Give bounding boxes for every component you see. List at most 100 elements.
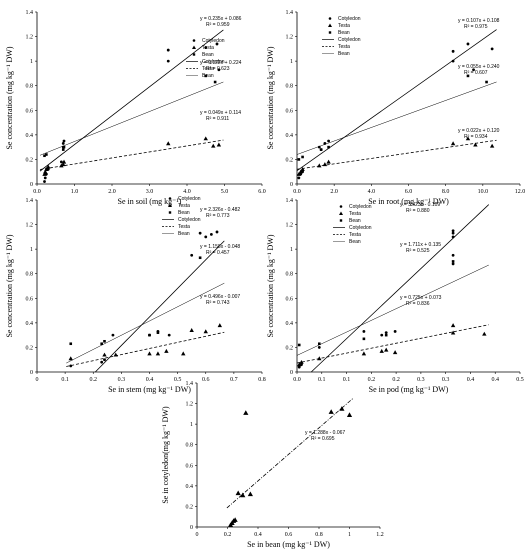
fit-r2: R² = 0.525 <box>406 248 430 254</box>
x-tick-label: 0.8 <box>315 532 323 538</box>
legend-label: Cotyledon <box>202 38 225 44</box>
fit-r2: R² = 0.911 <box>206 116 229 122</box>
point-cotyledon <box>166 48 170 52</box>
y-axis-label: Se concentration (mg kg⁻¹ DW) <box>266 46 275 149</box>
point-testa <box>203 329 208 334</box>
y-tick-label: 0.8 <box>286 272 294 278</box>
chart-bean: 0 0.2 0.4 0.6 0.8 1 1.2 1.4 0 0.2 0.4 0.6 0.8 1 1.2 Se … <box>161 381 384 549</box>
y-tick-label: 1 <box>190 422 193 428</box>
point-testa <box>300 167 305 172</box>
point-testa <box>43 169 48 174</box>
point-testa <box>450 330 456 335</box>
point-cotyledon <box>167 333 171 337</box>
y-tick-label: 1 <box>290 247 293 253</box>
point-testa <box>299 359 304 364</box>
point-bean <box>100 342 103 346</box>
y-tick-label: 0.4 <box>26 321 34 327</box>
y-tick-label: 1.2 <box>286 223 294 229</box>
y-tick-label: 0 <box>30 370 33 376</box>
point-cotyledon <box>204 235 208 239</box>
point-testa <box>102 352 107 357</box>
point-bean <box>485 80 488 84</box>
point-bean <box>346 412 353 417</box>
legend-marker <box>328 31 332 34</box>
y-tick-label: 0.6 <box>286 296 294 302</box>
legend-marker <box>339 219 343 222</box>
point-bean <box>384 333 388 337</box>
fit-r2: R² = 0.934 <box>464 134 488 140</box>
point-cotyledon <box>69 364 73 368</box>
point-bean <box>318 342 321 346</box>
chart-soil: 0 0.2 0.4 0.6 0.8 1 1.2 1.4 0.0 1.0 2.0 3.0 4.0 5.0 6.… <box>5 10 266 206</box>
point-bean <box>247 491 253 497</box>
x-tick-label: 10.0 <box>478 189 489 195</box>
point-cotyledon <box>103 358 106 362</box>
legend-label: Bean <box>349 239 361 245</box>
fit-line-bean <box>296 81 497 155</box>
point-testa <box>61 162 66 167</box>
point-testa <box>68 356 73 361</box>
point-cotyledon <box>451 229 455 233</box>
point-cotyledon <box>451 59 455 63</box>
fit-line-testa <box>296 324 489 364</box>
point-testa <box>216 142 222 147</box>
point-bean <box>103 339 106 343</box>
x-tick-label: 0.4 <box>254 532 262 538</box>
y-tick-label: 0 <box>30 182 33 188</box>
legend-marker <box>339 211 343 215</box>
point-bean <box>327 145 330 149</box>
point-cotyledon <box>451 253 455 257</box>
point-cotyledon <box>198 231 202 235</box>
y-tick-label: 0.6 <box>286 108 294 114</box>
point-cotyledon <box>61 142 65 145</box>
point-testa <box>322 162 328 167</box>
y-tick-label: 1.4 <box>26 10 34 16</box>
point-bean <box>328 409 334 414</box>
point-cotyledon <box>100 360 104 364</box>
fit-equation: y = 1.158x - 0.048 <box>200 244 240 250</box>
legend-marker <box>328 17 332 20</box>
fit-line-bean <box>66 282 225 364</box>
y-tick-label: 1 <box>30 247 33 253</box>
x-axis-label: Se in pod (mg kg⁻¹ DW) <box>369 385 449 394</box>
legend-marker <box>192 45 196 49</box>
y-tick-label: 1.2 <box>26 35 34 41</box>
x-tick-label: 0.2 <box>392 377 400 383</box>
x-tick-label: 0.1 <box>61 377 69 383</box>
x-tick-label: 2.0 <box>330 189 338 195</box>
point-testa <box>298 169 303 174</box>
x-tick-label: 0.6 <box>285 532 293 538</box>
chart-pod: 0 0.2 0.4 0.6 0.8 1 1.2 1.4 0.0 0.1 0.1 0.2 0.2 0.3 0.… <box>266 198 524 394</box>
point-cotyledon <box>393 330 397 333</box>
point-testa <box>113 352 118 357</box>
chart-stem: 0 0.2 0.4 0.6 0.8 1 1.2 1.4 0 0.1 0.2 0.3 0.4 0.5 0.6 0… <box>5 196 266 394</box>
point-testa <box>489 143 495 148</box>
legend-label: Cotyledon <box>349 225 372 231</box>
y-tick-label: 1.2 <box>26 223 34 229</box>
y-tick-label: 0.2 <box>26 345 34 351</box>
y-axis-label: Se concentration (mg kg⁻¹ DW) <box>5 46 14 149</box>
x-tick-label: 5.0 <box>221 189 229 195</box>
point-testa <box>317 163 322 168</box>
fit-line-testa <box>296 139 497 170</box>
x-tick-label: 0.4 <box>146 377 154 383</box>
y-tick-label: 0.2 <box>286 345 294 351</box>
y-tick-label: 0.6 <box>186 463 194 469</box>
point-cotyledon <box>166 59 170 63</box>
point-testa <box>297 362 302 367</box>
y-tick-label: 0 <box>290 182 293 188</box>
x-tick-label: 8.0 <box>442 189 450 195</box>
x-tick-label: 4.0 <box>183 189 191 195</box>
fit-equation: y = 0.022x + 0.120 <box>458 128 500 134</box>
legend-marker <box>168 211 172 214</box>
fit-r2: R² = 0.836 <box>406 301 430 307</box>
point-cotyledon <box>209 233 213 236</box>
point-bean <box>362 337 366 341</box>
point-testa <box>155 351 161 356</box>
fit-line-cotyledon <box>94 240 225 373</box>
point-cotyledon <box>215 42 219 46</box>
